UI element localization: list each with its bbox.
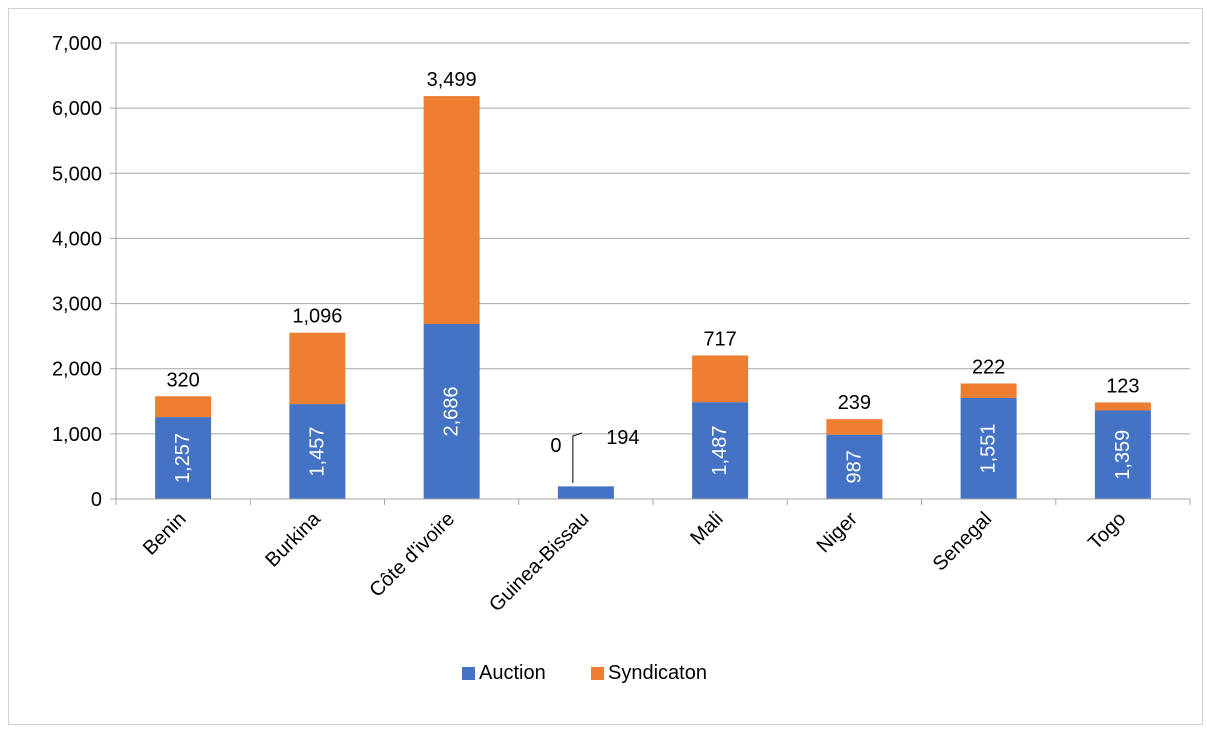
data-label-syndication: 0 bbox=[550, 435, 561, 457]
data-label-auction: 1,457 bbox=[306, 427, 328, 477]
x-tick-label: Burkina bbox=[261, 507, 325, 571]
y-tick-label: 0 bbox=[91, 489, 102, 511]
y-tick-label: 1,000 bbox=[52, 424, 102, 446]
y-tick-label: 2,000 bbox=[52, 359, 102, 381]
y-tick-label: 7,000 bbox=[52, 33, 102, 55]
bar-auction bbox=[155, 417, 212, 499]
data-label-syndication: 320 bbox=[166, 369, 199, 391]
data-label-syndication: 717 bbox=[703, 328, 736, 350]
y-tick-label: 4,000 bbox=[52, 228, 102, 250]
x-tick-label: Benin bbox=[139, 508, 191, 560]
y-tick-label: 5,000 bbox=[52, 163, 102, 185]
bar-auction bbox=[289, 404, 346, 499]
data-label-auction: 987 bbox=[843, 450, 865, 483]
gridlines bbox=[110, 42, 1190, 500]
data-label-auction: 1,487 bbox=[709, 426, 731, 476]
data-label-syndication: 123 bbox=[1106, 375, 1139, 397]
x-tick-label: Côte d'ivoire bbox=[365, 508, 459, 602]
bar-auction bbox=[557, 486, 614, 499]
bar-syndication bbox=[155, 396, 212, 418]
y-tick-label: 6,000 bbox=[52, 98, 102, 120]
bar-auction bbox=[826, 434, 883, 499]
x-axis: Benin Burkina Côte d'ivoire Guinea-Bissau Ma… bbox=[115, 498, 1191, 616]
bar-syndication bbox=[1094, 402, 1151, 411]
legend: Auction Syndicaton bbox=[462, 662, 707, 684]
y-tick-label: 3,000 bbox=[52, 294, 102, 316]
legend-swatch-auction bbox=[462, 667, 475, 680]
y-axis-ticks: 0 1,000 2,000 3,000 4,000 5,000 6,000 7,000 bbox=[52, 33, 102, 511]
data-label-auction: 194 bbox=[606, 427, 639, 449]
data-labels: 1,257 320 1,457 1,096 2,686 3,499 0 194 1,487 717… bbox=[166, 69, 1139, 483]
bar-auction bbox=[423, 324, 480, 499]
bar-auction bbox=[960, 397, 1017, 499]
legend-label-syndication: Syndicaton bbox=[608, 662, 707, 684]
x-tick-label: Togo bbox=[1084, 508, 1130, 554]
chart-frame bbox=[8, 8, 1203, 725]
data-label-auction: 1,257 bbox=[172, 433, 194, 483]
data-label-auction: 1,359 bbox=[1112, 430, 1134, 480]
leader-line bbox=[572, 432, 583, 483]
data-label-auction: 1,551 bbox=[978, 423, 1000, 473]
data-label-syndication: 222 bbox=[972, 357, 1005, 379]
bar-auction bbox=[1094, 410, 1151, 499]
legend-label-auction: Auction bbox=[479, 662, 546, 684]
bar-syndication bbox=[423, 96, 480, 325]
bar-syndication bbox=[692, 355, 749, 403]
bars bbox=[155, 96, 1151, 499]
data-label-syndication: 239 bbox=[838, 392, 871, 414]
data-label-syndication: 1,096 bbox=[292, 306, 342, 328]
data-label-auction: 2,686 bbox=[441, 386, 463, 436]
x-tick-label: Niger bbox=[813, 508, 863, 558]
x-tick-label: Mali bbox=[686, 508, 727, 549]
legend-swatch-syndication bbox=[591, 667, 604, 680]
bar-auction bbox=[692, 402, 749, 499]
x-tick-label: Senegal bbox=[929, 508, 996, 575]
bar-syndication bbox=[960, 383, 1017, 398]
data-label-syndication: 3,499 bbox=[427, 69, 477, 91]
x-tick-label: Guinea-Bissau bbox=[485, 508, 593, 616]
bar-syndication bbox=[826, 419, 883, 435]
bar-syndication bbox=[289, 332, 346, 405]
